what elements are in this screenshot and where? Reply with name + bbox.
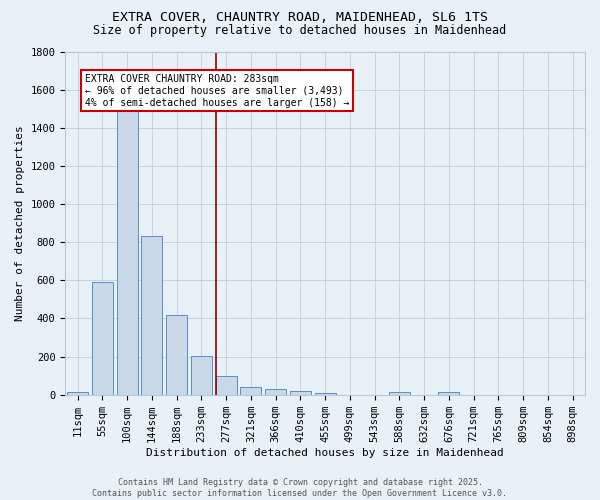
Bar bbox=[67, 392, 88, 394]
Bar bbox=[142, 236, 163, 394]
Bar bbox=[166, 314, 187, 394]
Y-axis label: Number of detached properties: Number of detached properties bbox=[15, 125, 25, 321]
Bar bbox=[241, 388, 262, 394]
Text: EXTRA COVER, CHAUNTRY ROAD, MAIDENHEAD, SL6 1TS: EXTRA COVER, CHAUNTRY ROAD, MAIDENHEAD, … bbox=[112, 11, 488, 24]
Bar bbox=[439, 392, 460, 394]
Bar bbox=[389, 392, 410, 394]
Bar bbox=[265, 390, 286, 394]
Bar bbox=[116, 110, 137, 395]
Bar bbox=[290, 392, 311, 394]
Bar bbox=[215, 376, 236, 394]
Text: Size of property relative to detached houses in Maidenhead: Size of property relative to detached ho… bbox=[94, 24, 506, 37]
Bar bbox=[314, 393, 335, 394]
X-axis label: Distribution of detached houses by size in Maidenhead: Distribution of detached houses by size … bbox=[146, 448, 504, 458]
Bar bbox=[92, 282, 113, 395]
Bar bbox=[191, 356, 212, 395]
Text: Contains HM Land Registry data © Crown copyright and database right 2025.
Contai: Contains HM Land Registry data © Crown c… bbox=[92, 478, 508, 498]
Text: EXTRA COVER CHAUNTRY ROAD: 283sqm
← 96% of detached houses are smaller (3,493)
4: EXTRA COVER CHAUNTRY ROAD: 283sqm ← 96% … bbox=[85, 74, 349, 108]
